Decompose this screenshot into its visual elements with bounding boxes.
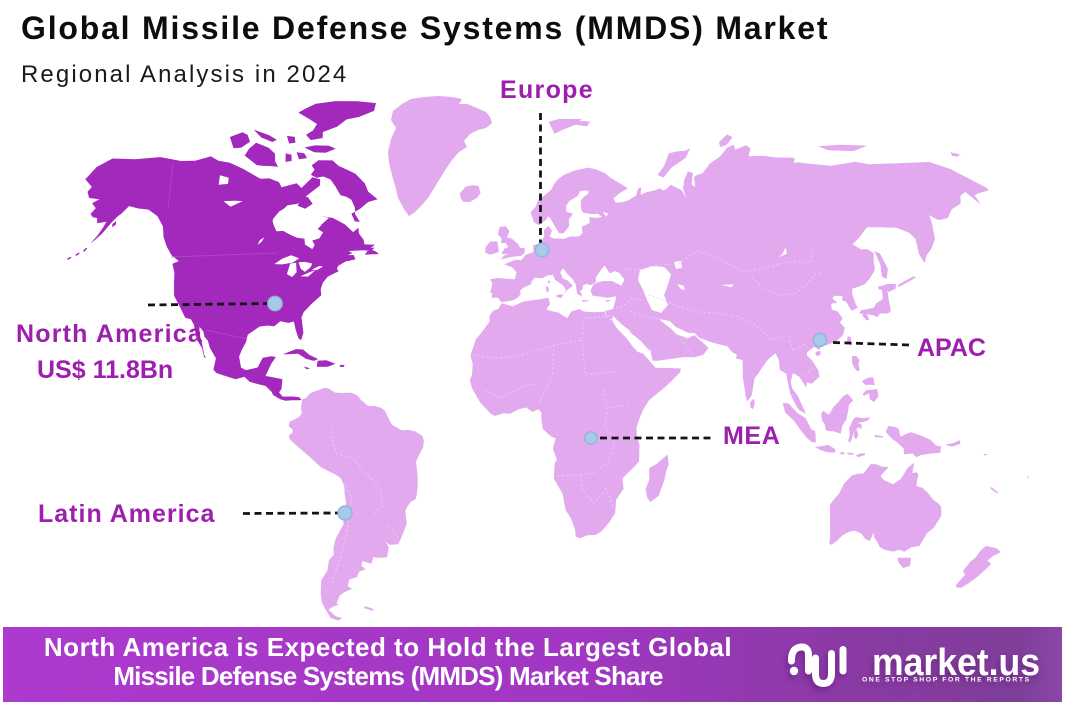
svg-text:market.us: market.us (872, 642, 1040, 684)
svg-text:ONE STOP SHOP FOR THE REPORTS: ONE STOP SHOP FOR THE REPORTS (862, 677, 1031, 684)
